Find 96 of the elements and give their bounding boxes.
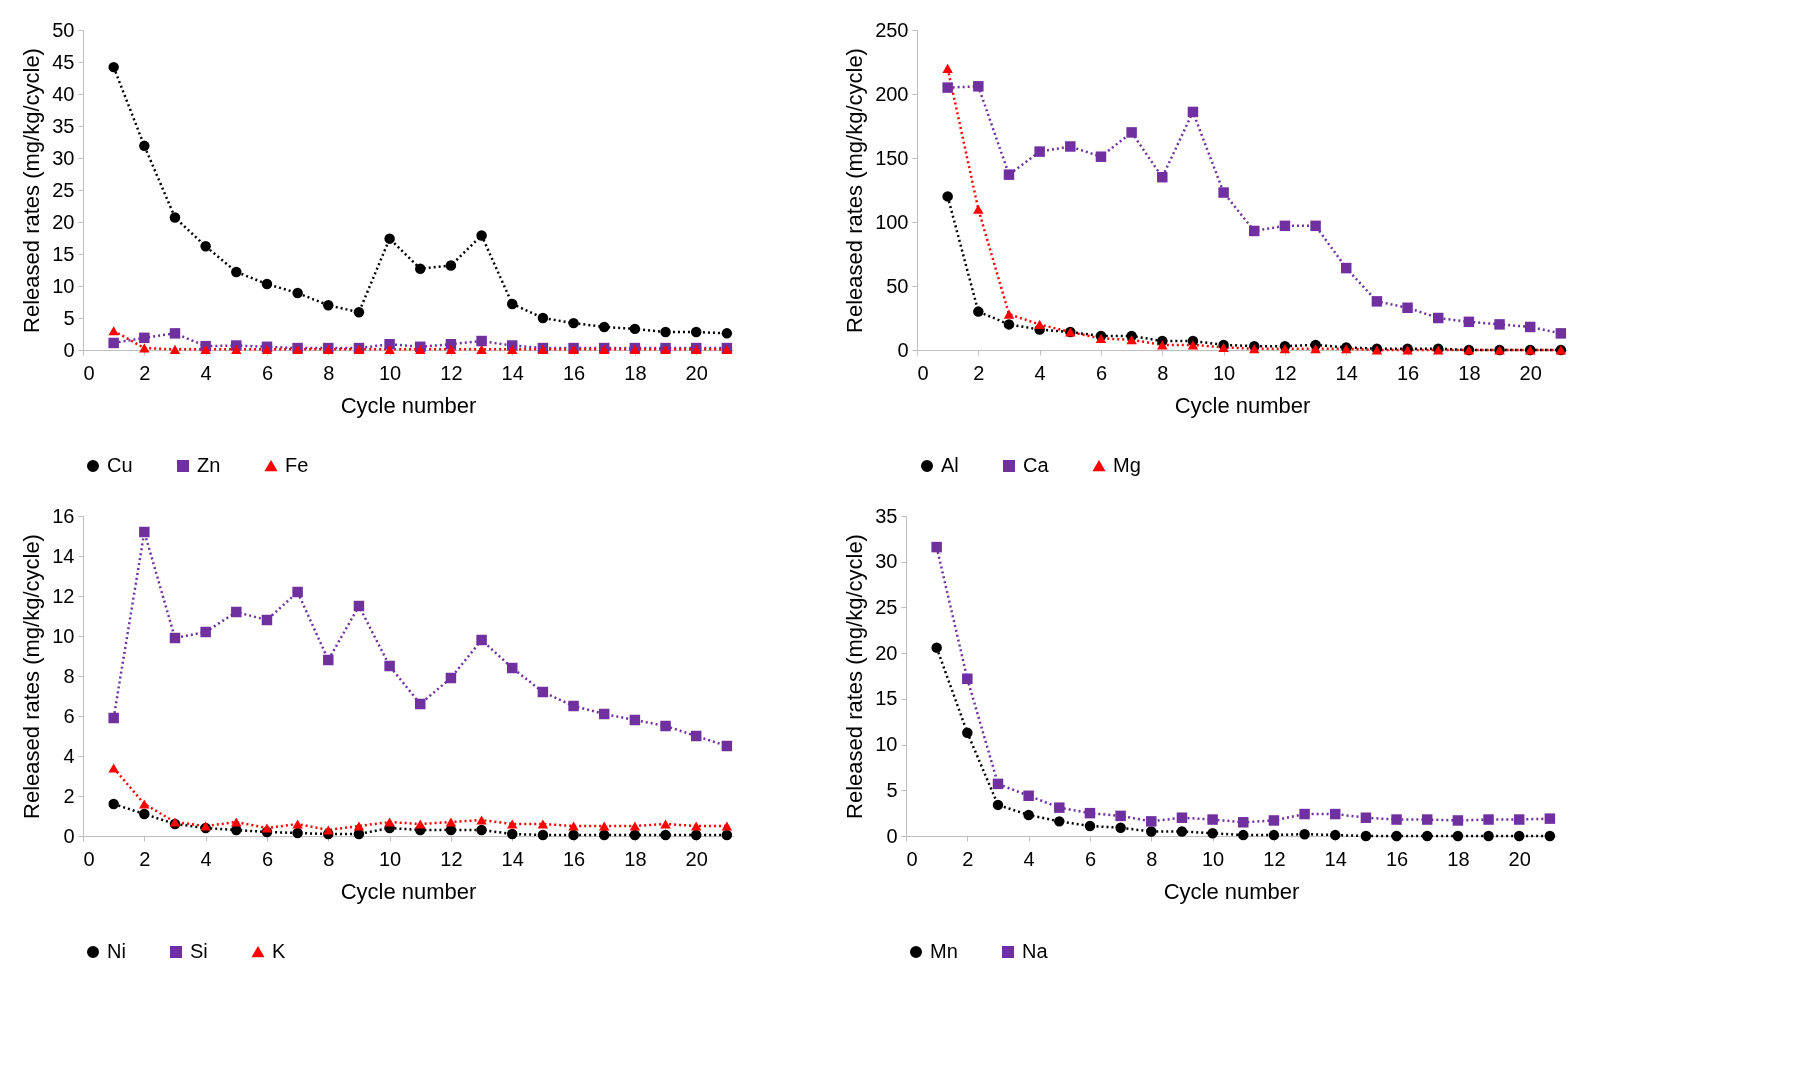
y-tick-label: 35 <box>52 114 75 137</box>
x-tick-label: 0 <box>83 847 95 870</box>
y-tick-label: 25 <box>875 595 898 618</box>
y-tick-label: 30 <box>875 550 898 573</box>
x-tick-label: 10 <box>378 361 402 384</box>
x-tick-label: 6 <box>261 361 274 384</box>
y-tick-label: 100 <box>875 210 909 233</box>
x-tick-label: 16 <box>1396 361 1420 384</box>
x-tick-label: 10 <box>1212 361 1236 384</box>
legend-label: Ni <box>107 940 126 962</box>
y-tick-label: 0 <box>63 824 75 847</box>
y-tick-label: 25 <box>52 178 75 201</box>
x-tick-label: 2 <box>962 847 974 870</box>
x-tick-label: 4 <box>200 361 212 384</box>
x-tick-label: 0 <box>83 361 95 384</box>
x-tick-label: 14 <box>1324 847 1347 870</box>
y-tick-label: 8 <box>63 664 75 687</box>
y-tick-label: 0 <box>897 338 909 361</box>
x-tick-label: 4 <box>1023 847 1035 870</box>
y-tick-label: 250 <box>875 18 909 41</box>
y-tick-label: 50 <box>52 18 75 41</box>
x-tick-label: 12 <box>440 361 463 384</box>
x-tick-label: 6 <box>1084 847 1097 870</box>
x-axis-title: Cycle number <box>340 392 477 418</box>
x-tick-label: 0 <box>917 361 929 384</box>
x-tick-label: 12 <box>1263 847 1286 870</box>
y-tick-label: 40 <box>52 82 75 105</box>
x-tick-label: 4 <box>1034 361 1046 384</box>
x-axis-title: Cycle number <box>340 878 477 904</box>
x-tick-label: 4 <box>200 847 212 870</box>
y-tick-label: 5 <box>886 778 898 801</box>
legend-label: Fe <box>285 454 309 476</box>
x-tick-label: 20 <box>685 847 708 870</box>
y-tick-label: 20 <box>875 641 898 664</box>
y-axis-title: Released rates (mg/kg/cycle) <box>842 534 868 819</box>
x-tick-label: 2 <box>973 361 985 384</box>
y-tick-label: 45 <box>52 50 75 73</box>
x-tick-label: 8 <box>323 847 335 870</box>
x-tick-label: 12 <box>1274 361 1297 384</box>
x-axis-title: Cycle number <box>1163 878 1300 904</box>
x-tick-label: 20 <box>1508 847 1531 870</box>
y-tick-label: 6 <box>63 704 75 727</box>
y-tick-label: 30 <box>52 146 75 169</box>
x-tick-label: 14 <box>501 361 524 384</box>
y-axis-title: Released rates (mg/kg/cycle) <box>842 48 868 333</box>
x-tick-label: 16 <box>1385 847 1409 870</box>
y-tick-label: 50 <box>886 274 909 297</box>
y-axis-title: Released rates (mg/kg/cycle) <box>19 534 45 819</box>
x-tick-label: 16 <box>562 847 586 870</box>
legend-label: Ca <box>1023 454 1050 476</box>
x-tick-label: 10 <box>378 847 402 870</box>
x-tick-label: 14 <box>501 847 524 870</box>
x-tick-label: 12 <box>440 847 463 870</box>
x-axis-title: Cycle number <box>1174 392 1311 418</box>
x-tick-label: 8 <box>1157 361 1169 384</box>
y-tick-label: 150 <box>875 146 909 169</box>
y-axis-title: Released rates (mg/kg/cycle) <box>19 48 45 333</box>
x-tick-label: 18 <box>1458 361 1481 384</box>
x-tick-label: 20 <box>1519 361 1542 384</box>
x-tick-label: 8 <box>323 361 335 384</box>
x-tick-label: 18 <box>1447 847 1470 870</box>
y-tick-label: 5 <box>63 306 75 329</box>
legend-label: Zn <box>197 454 221 476</box>
legend-label: Si <box>190 940 208 962</box>
legend-label: Cu <box>107 454 133 476</box>
y-tick-label: 14 <box>52 544 75 567</box>
x-tick-label: 16 <box>562 361 586 384</box>
legend-label: Mg <box>1113 454 1141 476</box>
y-tick-label: 200 <box>875 82 909 105</box>
x-tick-label: 2 <box>139 361 151 384</box>
x-tick-label: 20 <box>685 361 708 384</box>
x-tick-label: 6 <box>261 847 274 870</box>
y-tick-label: 12 <box>52 584 75 607</box>
y-tick-label: 35 <box>875 504 898 527</box>
y-tick-label: 0 <box>63 338 75 361</box>
y-tick-label: 10 <box>52 274 75 297</box>
y-tick-label: 16 <box>52 504 75 527</box>
y-tick-label: 4 <box>63 744 75 767</box>
y-tick-label: 15 <box>875 687 898 710</box>
legend-label: K <box>272 940 286 962</box>
y-tick-label: 20 <box>52 210 75 233</box>
x-tick-label: 2 <box>139 847 151 870</box>
x-tick-label: 10 <box>1201 847 1225 870</box>
x-tick-label: 18 <box>624 847 647 870</box>
y-tick-label: 10 <box>875 733 898 756</box>
x-tick-label: 8 <box>1146 847 1158 870</box>
y-tick-label: 2 <box>63 784 75 807</box>
legend-label: Al <box>941 454 959 476</box>
y-tick-label: 10 <box>52 624 75 647</box>
y-tick-label: 15 <box>52 242 75 265</box>
x-tick-label: 14 <box>1335 361 1358 384</box>
y-tick-label: 0 <box>886 824 898 847</box>
x-tick-label: 6 <box>1095 361 1108 384</box>
x-tick-label: 18 <box>624 361 647 384</box>
legend-label: Na <box>1022 940 1049 962</box>
legend-label: Mn <box>930 940 958 962</box>
